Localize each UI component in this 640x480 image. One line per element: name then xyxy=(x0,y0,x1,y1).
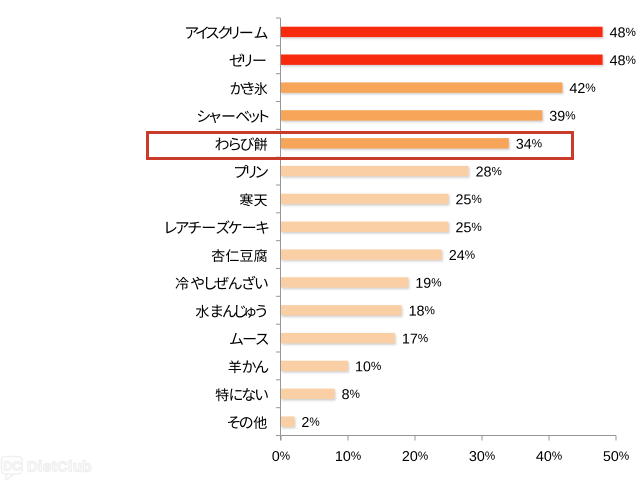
svg-text:DietClub: DietClub xyxy=(27,459,92,476)
svg-text:DC: DC xyxy=(3,460,21,474)
